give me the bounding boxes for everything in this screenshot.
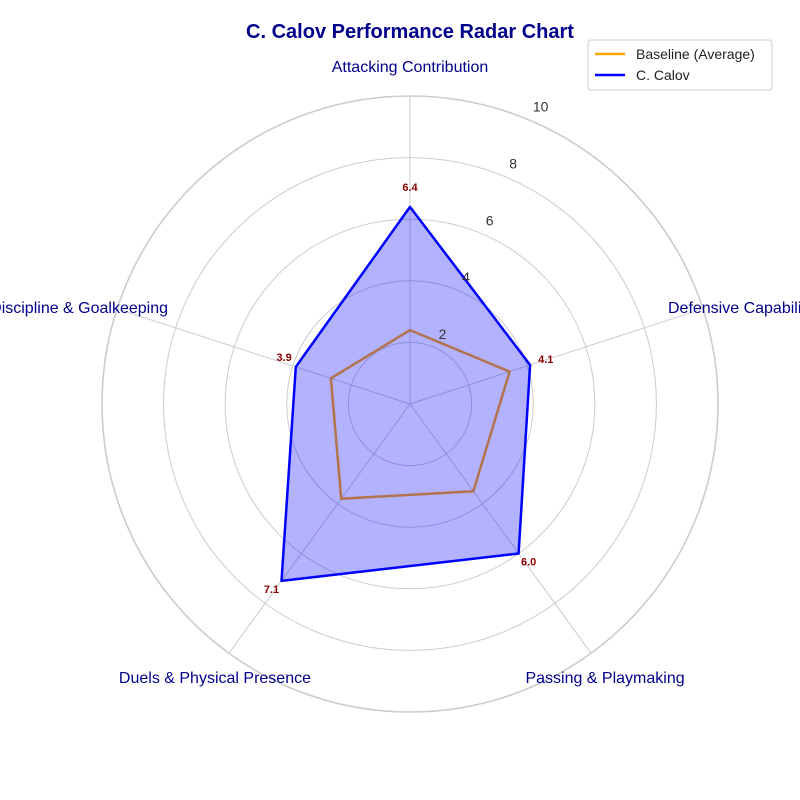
radial-tick-label: 10	[533, 98, 549, 114]
series-area-1	[281, 206, 531, 581]
chart-title: C. Calov Performance Radar Chart	[246, 21, 574, 43]
radial-tick-label: 2	[439, 326, 447, 342]
data-label: 4.1	[538, 354, 553, 366]
data-label: 6.0	[521, 557, 536, 569]
radar-series	[280, 205, 532, 583]
radial-tick-label: 8	[509, 155, 517, 171]
grid-spoke	[409, 403, 592, 654]
data-label: 7.1	[264, 584, 279, 596]
data-labels: 6.4 4.1 6.0 7.1 3.9	[264, 182, 554, 596]
legend-entry-label: Baseline (Average)	[636, 46, 755, 62]
radar-grid	[101, 95, 719, 713]
legend-frame	[587, 39, 773, 91]
radial-tick-label: 6	[486, 212, 494, 228]
category-label: Duels & Physical Presence	[119, 670, 311, 687]
radial-tick-label: 4	[462, 269, 470, 285]
data-label: 6.4	[402, 182, 418, 194]
category-label: Discipline & Goalkeeping	[0, 300, 168, 317]
legend: Baseline (Average) C. Calov	[587, 39, 773, 91]
grid-spoke	[228, 403, 411, 654]
category-labels: Attacking Contribution Defensive Capabili…	[0, 59, 800, 687]
grid-spoke	[116, 308, 411, 405]
legend-entry-label: C. Calov	[636, 67, 690, 83]
category-label: Attacking Contribution	[332, 59, 489, 76]
category-label: Passing & Playmaking	[525, 670, 684, 687]
radial-ticks: 2 4 6 8 10	[439, 98, 549, 342]
category-label: Defensive Capability	[668, 300, 800, 317]
data-label: 3.9	[276, 352, 291, 364]
series-line-0	[329, 328, 511, 500]
grid-spoke	[409, 308, 704, 405]
series-line-1	[280, 205, 532, 583]
